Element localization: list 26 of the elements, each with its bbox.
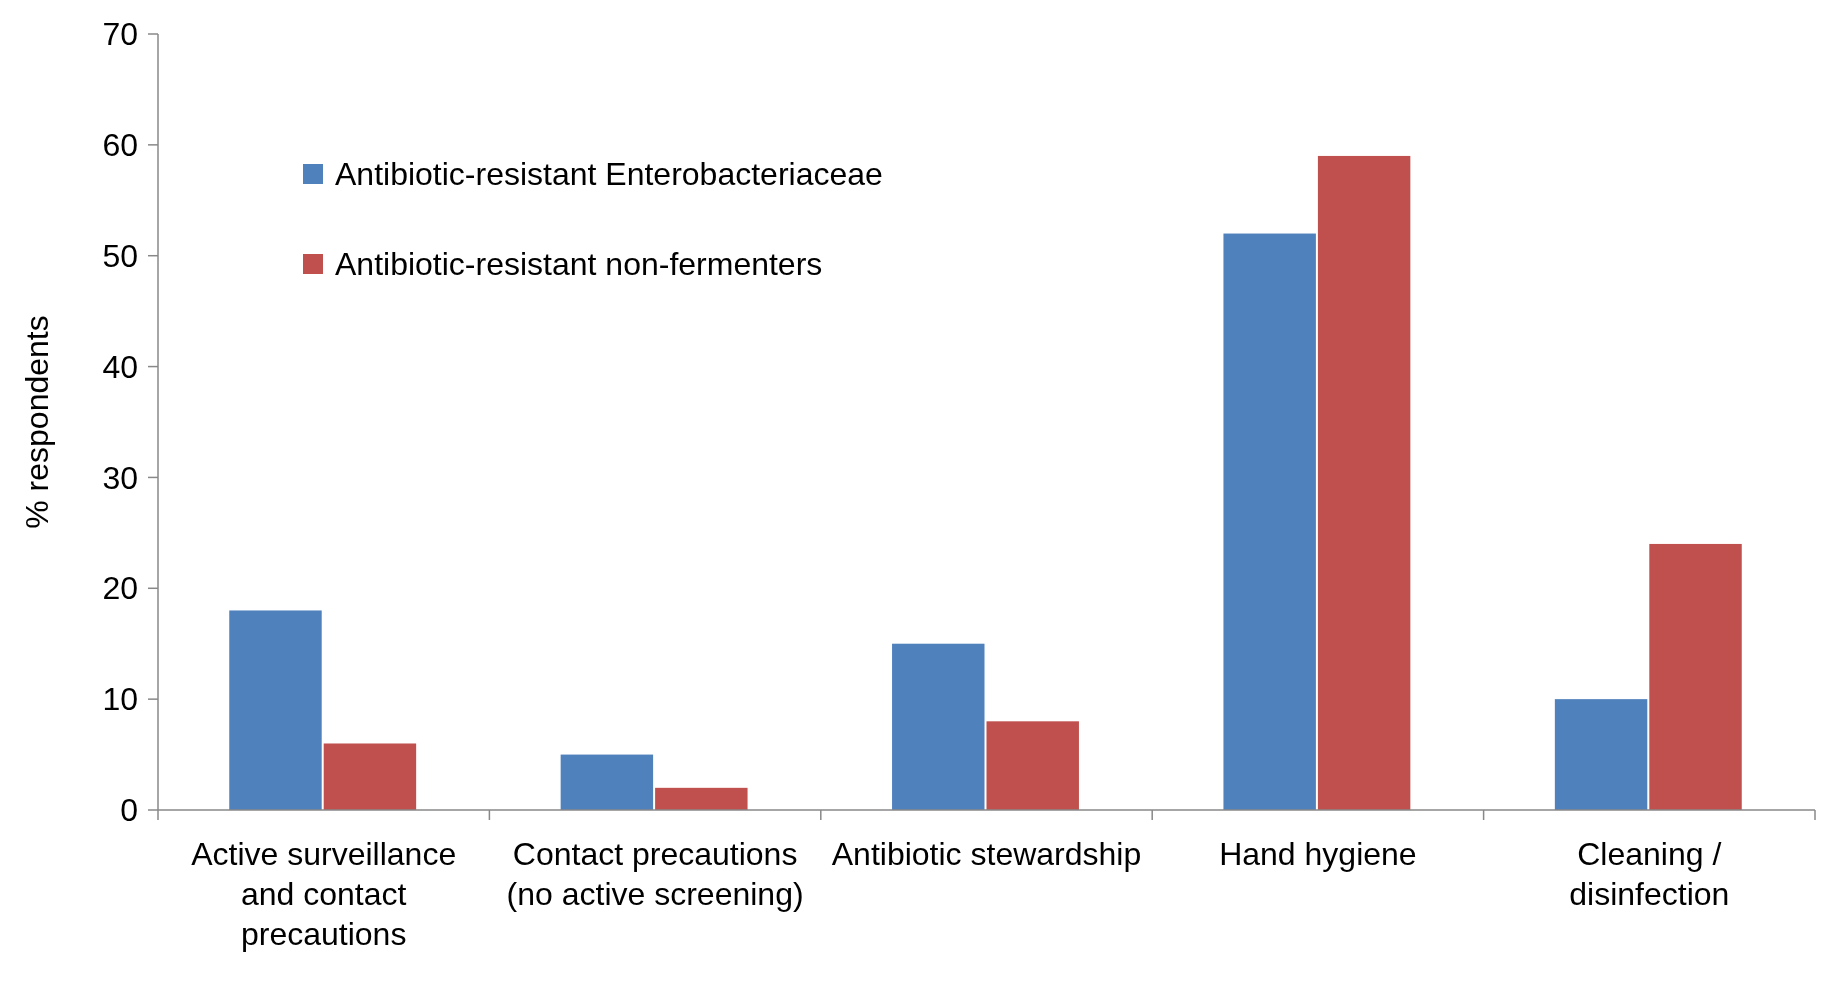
x-tick-label: Contact precautions (no active screening) bbox=[506, 836, 804, 912]
legend-label: Antibiotic-resistant non-fermenters bbox=[335, 246, 823, 283]
bar bbox=[1223, 233, 1316, 810]
bar bbox=[892, 643, 985, 810]
y-axis-title: % respondents bbox=[19, 315, 55, 529]
bar bbox=[1317, 155, 1411, 810]
y-tick-label: 60 bbox=[102, 127, 138, 164]
x-tick-label: Active surveillance and contact precautions bbox=[191, 836, 457, 952]
y-tick-label: 10 bbox=[102, 681, 138, 718]
bar bbox=[1649, 543, 1742, 810]
y-tick-label: 20 bbox=[102, 570, 138, 607]
bar bbox=[655, 787, 748, 810]
y-tick-label: 50 bbox=[102, 237, 138, 274]
y-tick-label: 0 bbox=[120, 792, 138, 829]
bar bbox=[1554, 699, 1648, 810]
bar bbox=[229, 610, 322, 810]
bar bbox=[323, 743, 417, 810]
x-tick-label: Cleaning / disinfection bbox=[1569, 836, 1730, 912]
y-tick-label: 40 bbox=[102, 348, 138, 385]
y-tick-label: 70 bbox=[102, 16, 138, 53]
x-tick-label: Hand hygiene bbox=[1219, 836, 1417, 872]
x-tick-label: Antibiotic stewardship bbox=[831, 836, 1142, 872]
bar bbox=[560, 754, 654, 810]
bar bbox=[986, 721, 1079, 810]
legend-label: Antibiotic-resistant Enterobacteriaceae bbox=[335, 156, 883, 193]
y-tick-label: 30 bbox=[102, 459, 138, 496]
